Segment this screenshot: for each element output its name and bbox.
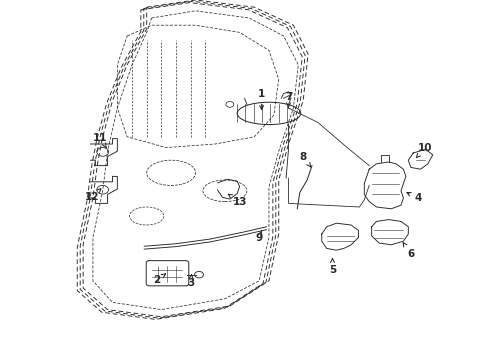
Text: 10: 10: [415, 143, 432, 158]
Text: 4: 4: [406, 193, 421, 203]
Text: 1: 1: [258, 89, 264, 109]
Text: 13: 13: [228, 194, 246, 207]
Text: 5: 5: [328, 258, 335, 275]
Text: 7: 7: [284, 92, 292, 108]
Text: 8: 8: [299, 152, 310, 167]
Text: 11: 11: [93, 132, 107, 148]
Text: 9: 9: [255, 230, 262, 243]
Text: 3: 3: [187, 275, 194, 288]
Text: 12: 12: [84, 189, 101, 202]
Text: 6: 6: [403, 243, 413, 259]
Text: 2: 2: [153, 274, 165, 285]
